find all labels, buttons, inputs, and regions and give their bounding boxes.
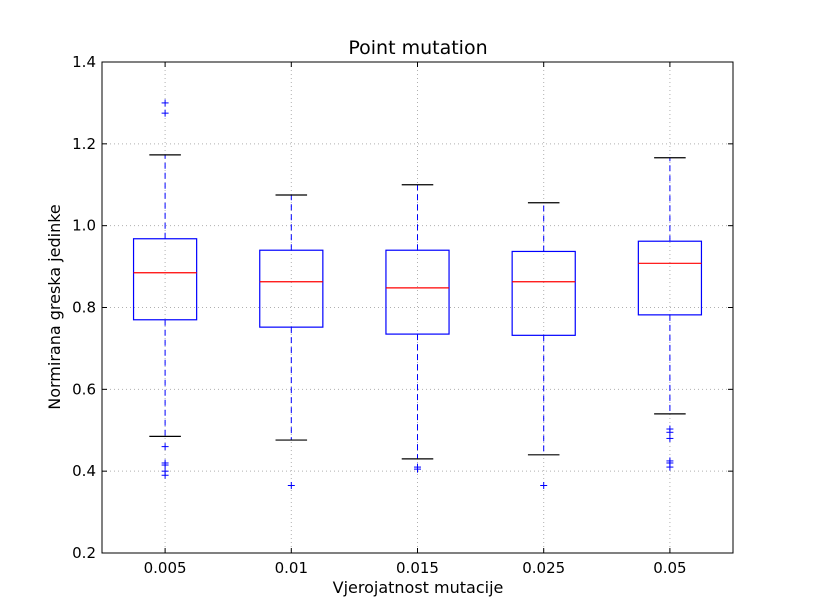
y-tick-label: 1.2 [72, 135, 96, 153]
y-tick-label: 0.6 [72, 380, 96, 398]
flier-point [666, 434, 674, 442]
y-axis-title: Normirana greska jedinke [45, 204, 64, 410]
y-tick-label: 0.8 [72, 299, 96, 317]
flier-point [161, 99, 169, 107]
flier-point [161, 109, 169, 117]
flier-point [666, 425, 674, 433]
box-iqr [259, 249, 324, 328]
box-group-0.025 [511, 202, 576, 489]
flier-point [161, 459, 169, 467]
y-tick-label: 1.0 [72, 217, 96, 235]
x-tick-label: 0.025 [522, 559, 565, 577]
box-group-0.01 [259, 194, 324, 489]
chart-title: Point mutation [348, 37, 487, 59]
flier-point [287, 481, 295, 489]
x-axis-title: Vjerojatnost mutacije [333, 578, 504, 597]
box-iqr [511, 250, 576, 336]
y-tick-label: 1.4 [72, 53, 96, 71]
flier-point [414, 463, 421, 471]
flier-point [666, 457, 674, 465]
x-tick-label: 0.01 [275, 559, 308, 577]
flier-point [540, 481, 548, 489]
x-tick-label: 0.05 [653, 559, 686, 577]
box-iqr [637, 240, 703, 316]
boxes [132, 99, 703, 489]
box-group-0.005 [132, 99, 198, 479]
y-tick-label: 0.2 [72, 544, 96, 562]
box-iqr [385, 249, 450, 335]
x-tick-label: 0.015 [396, 559, 439, 577]
box-group-0.05 [637, 157, 703, 471]
x-tick-label: 0.005 [144, 559, 187, 577]
box-group-0.015 [385, 184, 450, 473]
flier-point [161, 443, 169, 451]
axis-ticks: 0.2 0.4 0.6 0.8 1.0 1.2 1.4 0.005 0.01 0.015 0.025… [72, 53, 733, 577]
box-iqr [132, 238, 198, 321]
flier-point [161, 467, 169, 475]
y-tick-label: 0.4 [72, 462, 96, 480]
